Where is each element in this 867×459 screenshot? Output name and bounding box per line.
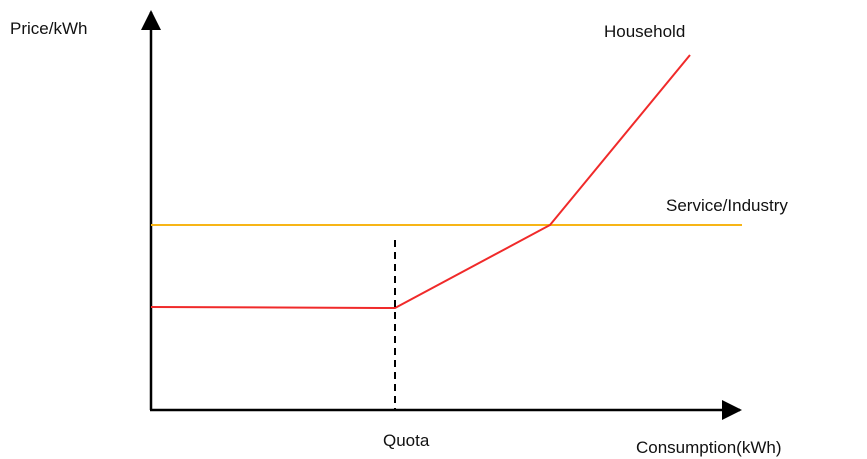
y-axis-label: Price/kWh — [10, 19, 87, 38]
household-label: Household — [604, 22, 685, 41]
service-label: Service/Industry — [666, 196, 788, 215]
household-line — [150, 54, 691, 310]
x-axis-label: Consumption(kWh) — [636, 438, 782, 457]
quota-label: Quota — [383, 431, 430, 450]
